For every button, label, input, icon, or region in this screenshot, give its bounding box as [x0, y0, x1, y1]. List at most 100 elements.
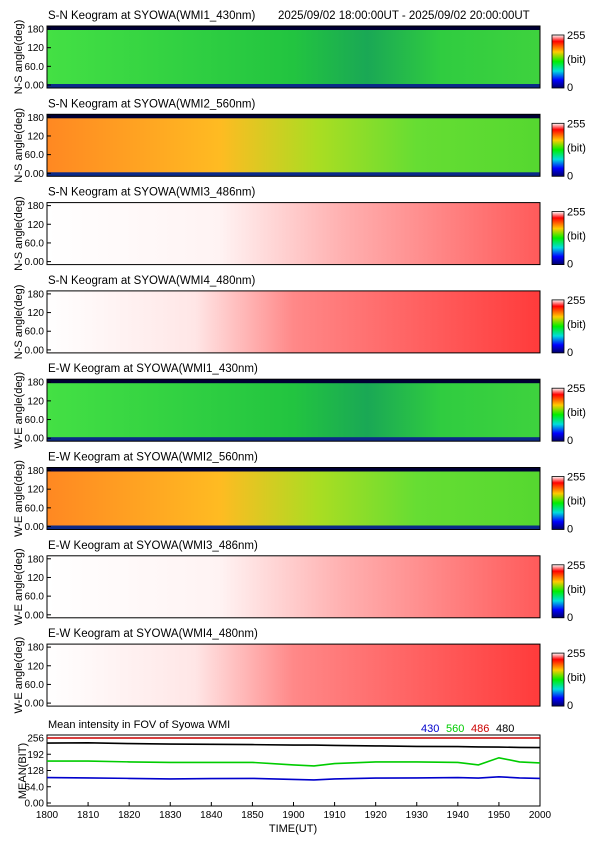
keogram-image [47, 555, 540, 618]
colorbar-unit-label: (bit) [567, 407, 586, 419]
y-tick-label: 60.0 [25, 592, 45, 603]
mean-chart-ylabel: MEAN(BIT) [17, 743, 29, 799]
keogram-ylabel: N-S angle(deg) [13, 108, 25, 183]
y-tick-label: 180 [27, 25, 44, 36]
mean-chart-x-ticks: 1800 1810 1820 1830 1840 1850 1900 1910 1920 1930… [36, 802, 552, 821]
keogram-panels: S-N Keogram at SYOWA(WMI1_430nm) 0.00 60.0… [13, 10, 586, 714]
x-tick-label: 1820 [118, 810, 141, 821]
y-tick-label: 120 [27, 396, 44, 407]
keogram-ylabel: N-S angle(deg) [13, 20, 25, 95]
colorbar-max-label: 255 [567, 472, 585, 484]
keogram-ylabel: W-E angle(deg) [13, 372, 25, 449]
keogram-frame [46, 467, 541, 530]
x-tick-label: 1940 [447, 810, 470, 821]
y-tick-label: 180 [27, 113, 44, 124]
keogram-image [47, 644, 540, 707]
x-tick-label: 1850 [241, 810, 264, 821]
x-tick-label: 1900 [282, 810, 305, 821]
keogram-image [47, 26, 540, 88]
y-tick-label: 60.0 [25, 415, 45, 426]
colorbar-unit-label: (bit) [567, 584, 586, 596]
colorbar-unit-label: (bit) [567, 231, 586, 243]
y-tick-label: 0.00 [25, 610, 45, 621]
colorbar-min-label: 0 [567, 612, 573, 624]
keogram-title: S-N Keogram at SYOWA(WMI2_560nm) [48, 98, 255, 110]
y-tick-label: 120 [27, 308, 44, 319]
keogram-frame [46, 643, 541, 707]
y-tick-label: 128 [27, 766, 44, 777]
colorbar-min-label: 0 [567, 700, 573, 712]
colorbar-unit-label: (bit) [567, 142, 586, 154]
keogram-panel: S-N Keogram at SYOWA(WMI2_560nm) 0.00 60.0… [13, 98, 586, 182]
y-tick-label: 60.0 [25, 680, 45, 691]
keogram-title: S-N Keogram at SYOWA(WMI4_480nm) [48, 275, 255, 287]
keogram-ylabel: N-S angle(deg) [13, 285, 25, 360]
y-tick-label: 120 [27, 220, 44, 231]
y-tick-label: 60.0 [25, 503, 45, 514]
colorbar-max-label: 255 [567, 648, 585, 660]
legend-430: 430 [421, 723, 439, 735]
y-tick-label: 180 [27, 643, 44, 654]
colorbar-unit-label: (bit) [567, 319, 586, 331]
colorbar [551, 387, 565, 442]
x-tick-label: 2000 [529, 810, 552, 821]
x-tick-label: 1800 [36, 810, 59, 821]
keogram-title: E-W Keogram at SYOWA(WMI4_480nm) [48, 628, 258, 640]
y-tick-label: 0.00 [25, 257, 45, 268]
keogram-image [47, 114, 540, 177]
legend-486: 486 [471, 723, 489, 735]
keogram-frame [46, 202, 541, 266]
keogram-frame [46, 555, 541, 619]
y-tick-label: 0.00 [25, 345, 45, 356]
y-tick-label: 60.0 [25, 238, 45, 249]
keogram-edge-band [47, 467, 540, 472]
keogram-image [47, 202, 540, 265]
x-tick-label: 1840 [200, 810, 223, 821]
y-tick-label: 64.0 [25, 782, 45, 793]
series-line-560 [47, 756, 541, 767]
keogram-frame [46, 113, 541, 177]
keogram-frame [46, 378, 541, 442]
colorbar-max-label: 255 [567, 383, 585, 395]
keogram-edge-band [47, 525, 540, 530]
keogram-edge-band [47, 114, 540, 119]
keogram-title: E-W Keogram at SYOWA(WMI1_430nm) [48, 363, 258, 375]
y-tick-label: 0.00 [25, 81, 45, 92]
keogram-edge-band [47, 84, 540, 88]
colorbar [551, 652, 565, 707]
keogram-edge-band [47, 437, 540, 442]
colorbar-unit-label: (bit) [567, 54, 586, 66]
keogram-frame [46, 25, 541, 89]
legend-480: 480 [496, 723, 514, 735]
y-tick-label: 180 [27, 466, 44, 477]
keogram-image [47, 467, 540, 530]
keogram-panel: S-N Keogram at SYOWA(WMI4_480nm) 0.00 60.0… [13, 275, 586, 359]
x-tick-label: 1810 [77, 810, 100, 821]
y-tick-label: 180 [27, 554, 44, 565]
x-tick-label: 1950 [488, 810, 511, 821]
y-tick-label: 60.0 [25, 150, 45, 161]
colorbar-min-label: 0 [567, 435, 573, 447]
colorbar-unit-label: (bit) [567, 672, 586, 684]
colorbar [551, 476, 565, 530]
keogram-ylabel: W-E angle(deg) [13, 548, 25, 625]
y-tick-label: 120 [27, 573, 44, 584]
keogram-title: S-N Keogram at SYOWA(WMI3_486nm) [48, 187, 255, 199]
series-line-430 [46, 775, 541, 781]
keogram-ylabel: W-E angle(deg) [13, 637, 25, 714]
y-tick-label: 60.0 [25, 62, 45, 73]
y-tick-label: 256 [27, 734, 44, 745]
keogram-edge-band [47, 26, 540, 30]
x-tick-label: 1930 [406, 810, 429, 821]
x-tick-label: 1910 [323, 810, 346, 821]
colorbar-min-label: 0 [567, 170, 573, 182]
colorbar-max-label: 255 [567, 30, 585, 42]
y-tick-label: 180 [27, 378, 44, 389]
x-tick-label: 1830 [159, 810, 182, 821]
time-range-label: 2025/09/02 18:00:00UT - 2025/09/02 20:00… [278, 10, 530, 22]
colorbar-min-label: 0 [567, 524, 573, 536]
series-line-480 [46, 741, 541, 749]
colorbar-max-label: 255 [567, 207, 585, 219]
y-tick-label: 0.00 [25, 522, 45, 533]
